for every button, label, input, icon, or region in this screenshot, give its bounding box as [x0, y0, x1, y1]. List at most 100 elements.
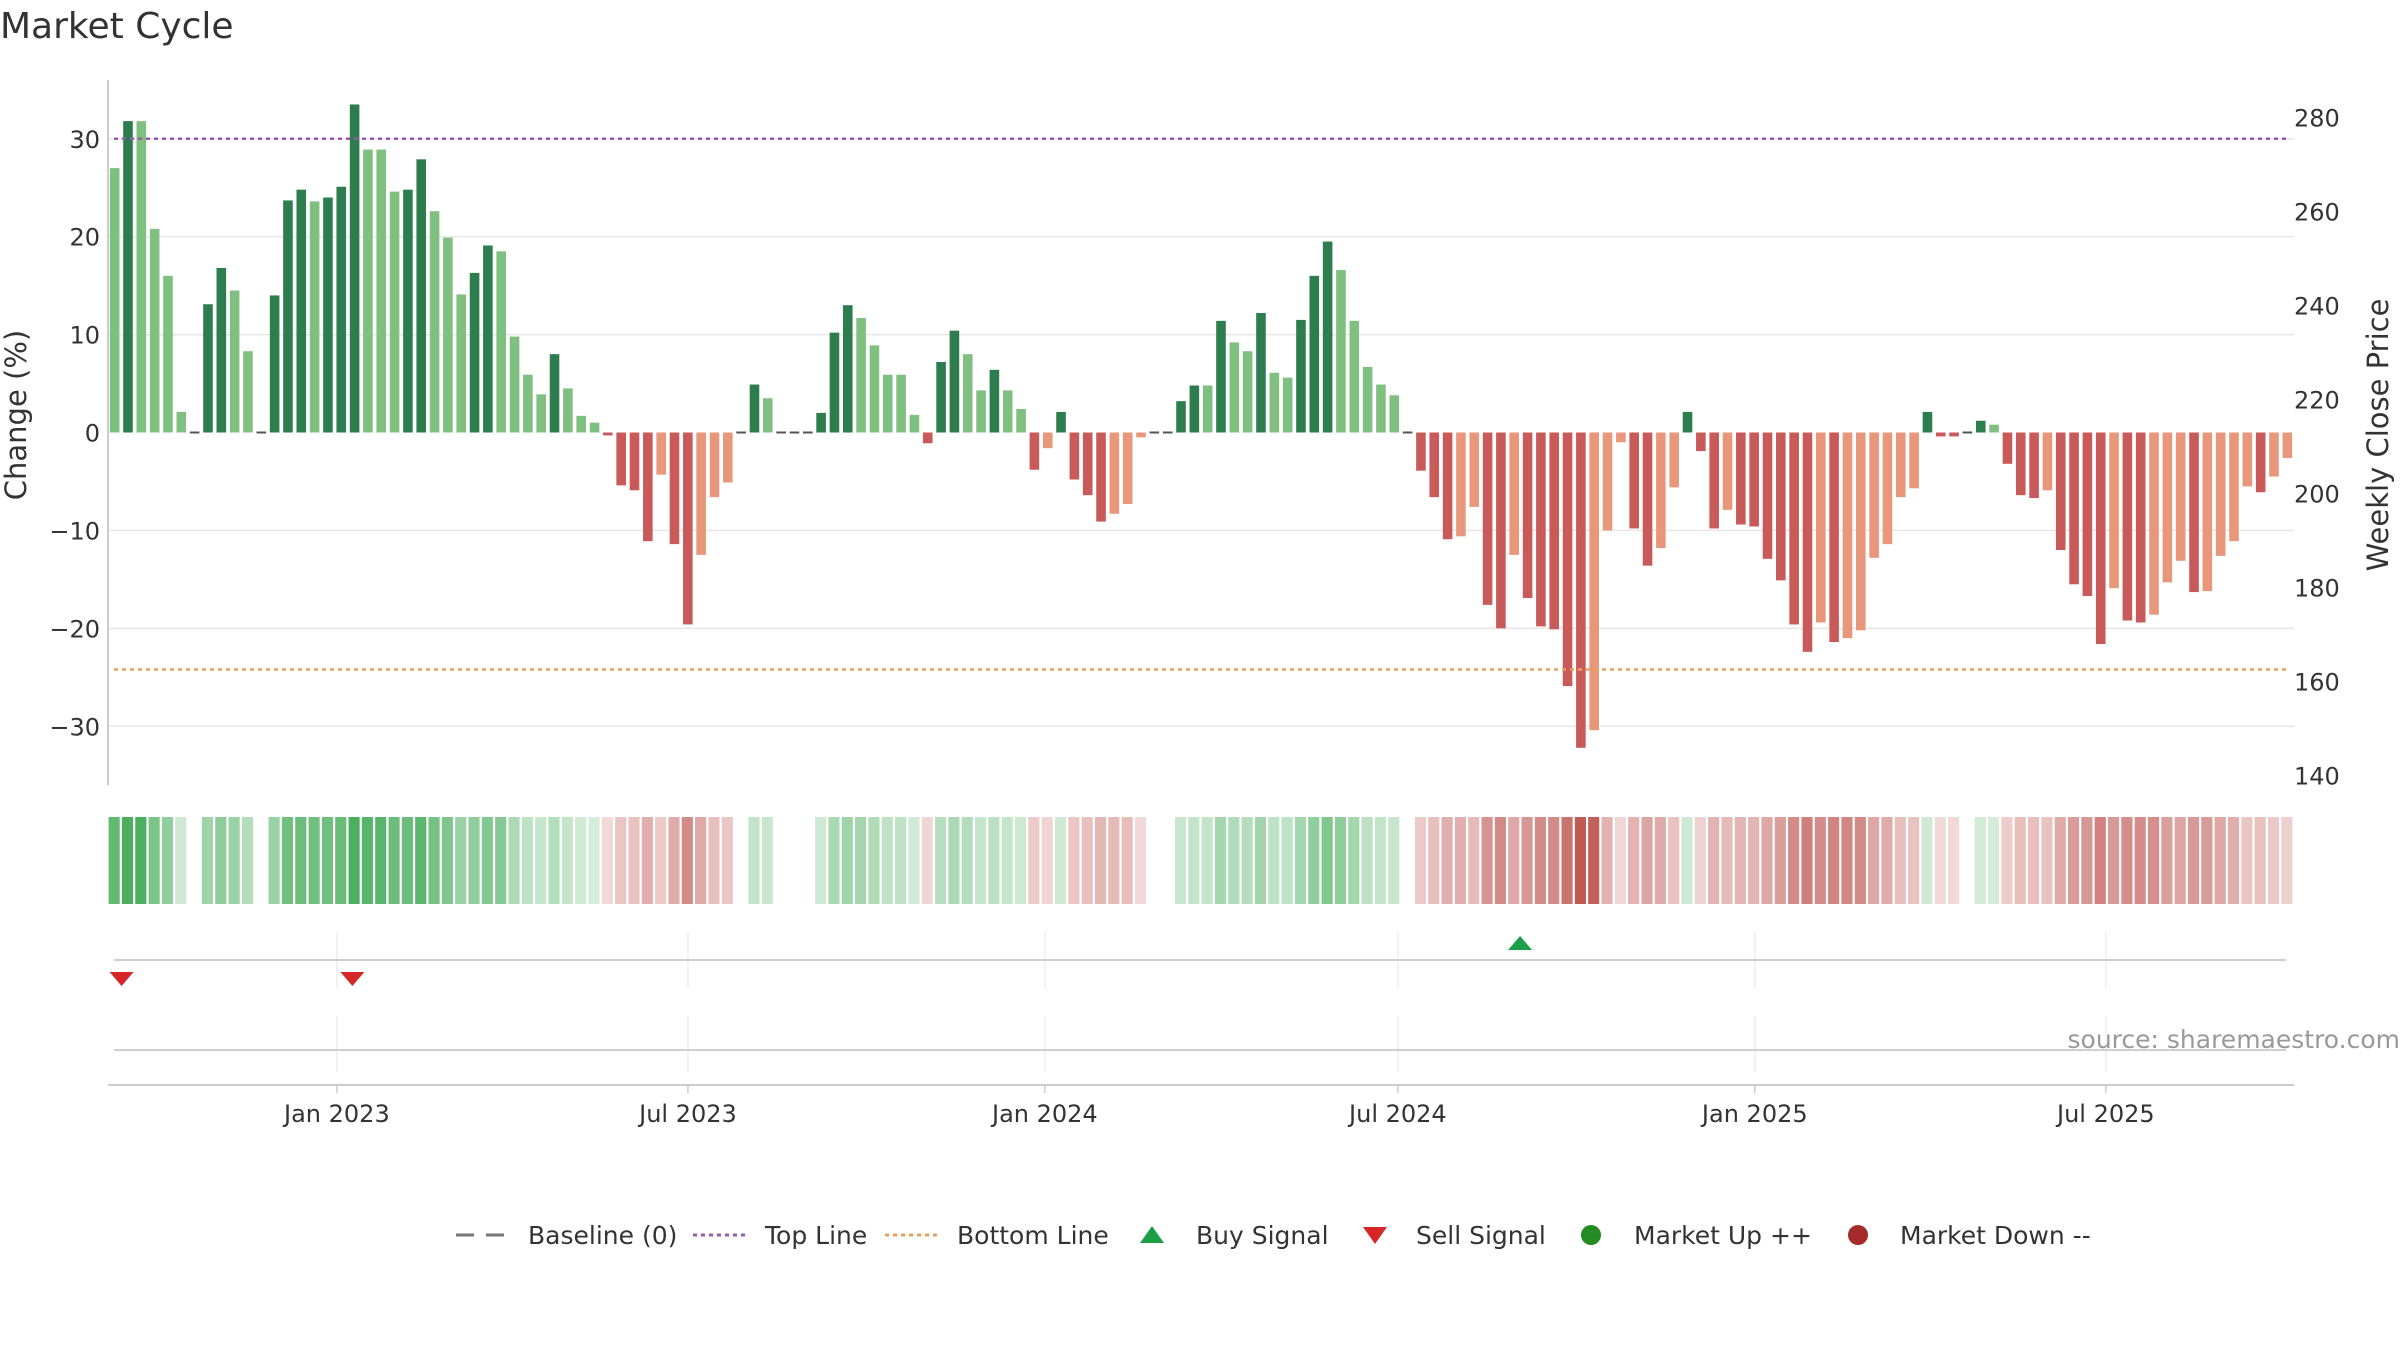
heat-cell — [1094, 817, 1107, 904]
y-axis-ticks: −30 −20 −10 0 10 20 30 — [49, 126, 100, 742]
heat-cell — [1934, 817, 1946, 904]
change-bar — [389, 191, 400, 433]
chart-title: Market Cycle — [0, 6, 234, 47]
source-label: source: sharemaestro.com — [2068, 1025, 2400, 1054]
y-tick-label: 30 — [69, 126, 100, 154]
signal-panel — [108, 932, 2294, 1086]
change-bar — [1802, 432, 1813, 652]
change-bar — [2189, 432, 2199, 593]
change-bar — [1282, 377, 1293, 433]
change-bar — [1216, 320, 1226, 433]
legend-item: Market Down -- — [1848, 1221, 2091, 1250]
heat-cell — [1481, 817, 1493, 904]
heat-cell — [1201, 817, 1213, 904]
y-tick-label: −20 — [49, 615, 100, 643]
heat-cell — [1628, 817, 1640, 904]
heat-cell — [161, 817, 174, 904]
change-bar — [1949, 432, 1959, 437]
legend-item: Sell Signal — [1363, 1221, 1546, 1250]
change-bar — [1256, 313, 1266, 433]
heat-cell — [1668, 817, 1680, 904]
change-bar — [1522, 432, 1533, 598]
heat-cell — [668, 817, 680, 904]
x-tick-label: Jan 2025 — [1700, 1100, 1808, 1128]
change-bar — [1402, 431, 1413, 434]
heat-cell — [2094, 817, 2106, 904]
heat-cell — [2107, 817, 2120, 904]
change-bar — [483, 245, 493, 433]
change-bar — [1042, 432, 1053, 449]
heat-cell — [521, 817, 533, 904]
change-bar — [2109, 432, 2119, 589]
y-tick-label: 0 — [85, 420, 100, 448]
heat-cell — [1374, 817, 1387, 904]
heat-cell — [881, 817, 893, 904]
heat-cell — [2147, 817, 2160, 904]
change-bar — [2229, 432, 2239, 542]
change-bar — [1229, 342, 1240, 433]
change-bar — [842, 305, 853, 433]
heat-cell — [1534, 817, 1546, 904]
change-bar — [1642, 432, 1653, 566]
heat-cell — [215, 817, 227, 904]
change-bar — [2055, 432, 2066, 550]
legend-label: Bottom Line — [957, 1221, 1109, 1250]
heat-cell — [1948, 817, 1960, 904]
heat-cell — [1801, 817, 1813, 904]
change-bar — [683, 432, 693, 625]
heat-cell — [175, 817, 187, 904]
change-bar — [456, 294, 467, 433]
change-bar — [136, 121, 147, 433]
heat-cell — [1708, 817, 1720, 904]
heat-cell — [375, 817, 387, 904]
change-bar — [1202, 385, 1213, 433]
y2-tick-label: 220 — [2294, 387, 2340, 415]
change-bar — [989, 369, 1000, 433]
heat-cell — [1188, 817, 1200, 904]
change-bar — [2162, 432, 2173, 583]
legend-item: Bottom Line — [885, 1221, 1109, 1250]
heat-cell — [1921, 817, 1933, 904]
y2-tick-label: 180 — [2294, 575, 2340, 603]
x-axis-ticks: Jan 2023 Jul 2023 Jan 2024 Jul 2024 Jan 2025… — [282, 1085, 2155, 1128]
change-bar — [563, 388, 573, 433]
heat-cell — [1054, 817, 1067, 904]
heat-cell — [1508, 817, 1520, 904]
change-bar — [816, 412, 826, 433]
change-bar — [1242, 351, 1253, 433]
change-bar — [856, 317, 866, 433]
change-bar — [763, 398, 773, 433]
change-bar — [1349, 320, 1360, 433]
y2-tick-label: 140 — [2294, 763, 2340, 791]
heat-cell — [921, 817, 933, 904]
legend: Baseline (0) Top Line Bottom Line Buy Signa… — [456, 1221, 2091, 1250]
heat-cell — [241, 817, 254, 904]
change-bar — [1682, 411, 1693, 433]
change-bar — [776, 431, 786, 434]
heat-cell — [748, 817, 760, 904]
change-bar — [1696, 432, 1706, 452]
change-bar — [1136, 432, 1146, 438]
change-bar — [1016, 409, 1026, 433]
change-bar — [2149, 432, 2159, 615]
change-bar — [429, 211, 440, 433]
change-bar — [1629, 432, 1639, 529]
change-bar — [1669, 432, 1679, 488]
change-bar — [1762, 432, 1773, 559]
heat-cell — [1428, 817, 1440, 904]
heat-cell — [1588, 817, 1600, 904]
legend-label: Sell Signal — [1416, 1221, 1546, 1250]
heat-cell — [1308, 817, 1320, 904]
cycle-heat-strip — [108, 817, 2293, 904]
change-bar — [789, 431, 800, 434]
heat-cell — [2281, 817, 2293, 904]
heat-cell — [1761, 817, 1773, 904]
y2-tick-label: 260 — [2294, 199, 2340, 227]
change-bar — [1789, 432, 1799, 625]
change-bar — [896, 374, 906, 433]
change-bar — [2202, 432, 2213, 592]
legend-marker — [1363, 1227, 1387, 1244]
heat-cell — [1281, 817, 1293, 904]
heat-cell — [1881, 817, 1893, 904]
heat-cell — [121, 817, 134, 904]
